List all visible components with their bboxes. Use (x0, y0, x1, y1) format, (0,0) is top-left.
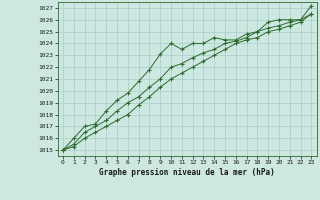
X-axis label: Graphe pression niveau de la mer (hPa): Graphe pression niveau de la mer (hPa) (99, 168, 275, 177)
